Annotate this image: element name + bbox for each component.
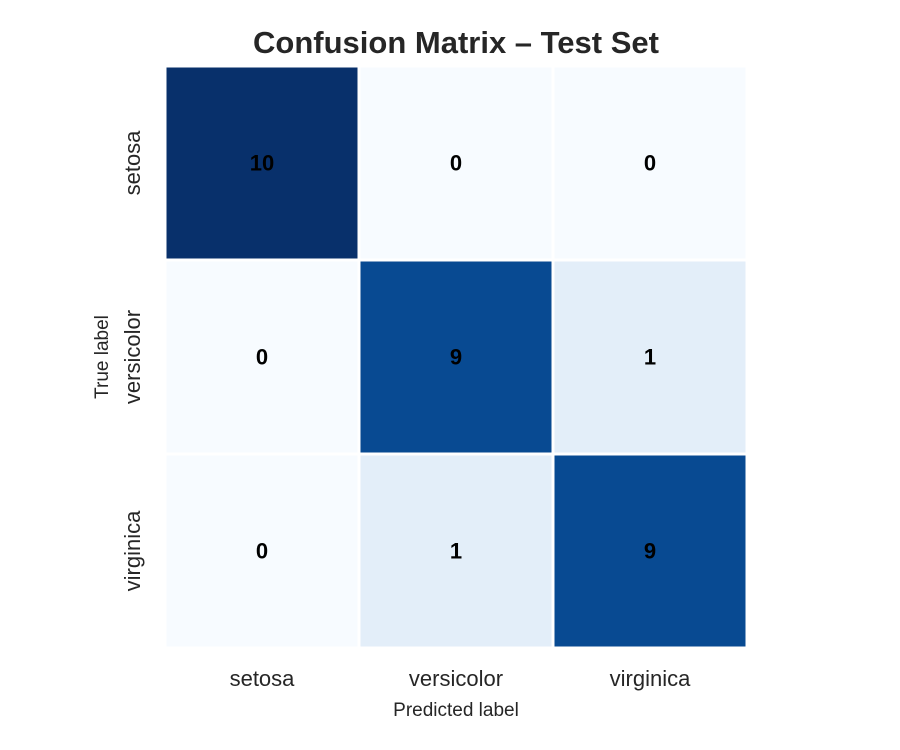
x-tick-label: versicolor	[409, 666, 503, 691]
heatmap-cell-versicolor-setosa	[163, 258, 361, 456]
heatmap-cell-virginica-versicolor	[357, 452, 555, 650]
cell-value-label: 9	[644, 539, 656, 564]
y-tick-labels: setosa versicolor virginica	[120, 130, 145, 592]
cell-value-label: 0	[256, 345, 268, 370]
heatmap-cell-virginica-setosa	[163, 452, 361, 650]
cell-value-label: 0	[450, 151, 462, 176]
y-tick-label: virginica	[120, 510, 145, 591]
x-tick-label: virginica	[610, 666, 691, 691]
x-tick-label: setosa	[230, 666, 296, 691]
cell-annotations: 10 0 00 9 10 1 9	[250, 151, 656, 564]
x-tick-labels: setosa versicolor virginica	[230, 666, 692, 691]
cell-value-label: 1	[450, 539, 462, 564]
cell-value-label: 0	[644, 151, 656, 176]
heatmap-cell-setosa-versicolor	[357, 64, 555, 262]
chart-title: Confusion Matrix – Test Set	[253, 25, 659, 60]
cell-value-label: 1	[644, 345, 656, 370]
y-tick-label: setosa	[120, 130, 145, 196]
heatmap-cell-versicolor-virginica	[551, 258, 749, 456]
y-tick-label: versicolor	[120, 310, 145, 404]
heatmap-cells	[163, 64, 749, 650]
heatmap-cell-setosa-virginica	[551, 64, 749, 262]
y-axis-label: True label	[92, 315, 113, 399]
cell-value-label: 0	[256, 539, 268, 564]
cell-value-label: 9	[450, 345, 462, 370]
heatmap-cell-setosa-setosa	[163, 64, 361, 262]
x-axis-label: Predicted label	[393, 700, 519, 721]
heatmap-cell-virginica-virginica	[551, 452, 749, 650]
cell-value-label: 10	[250, 151, 274, 176]
